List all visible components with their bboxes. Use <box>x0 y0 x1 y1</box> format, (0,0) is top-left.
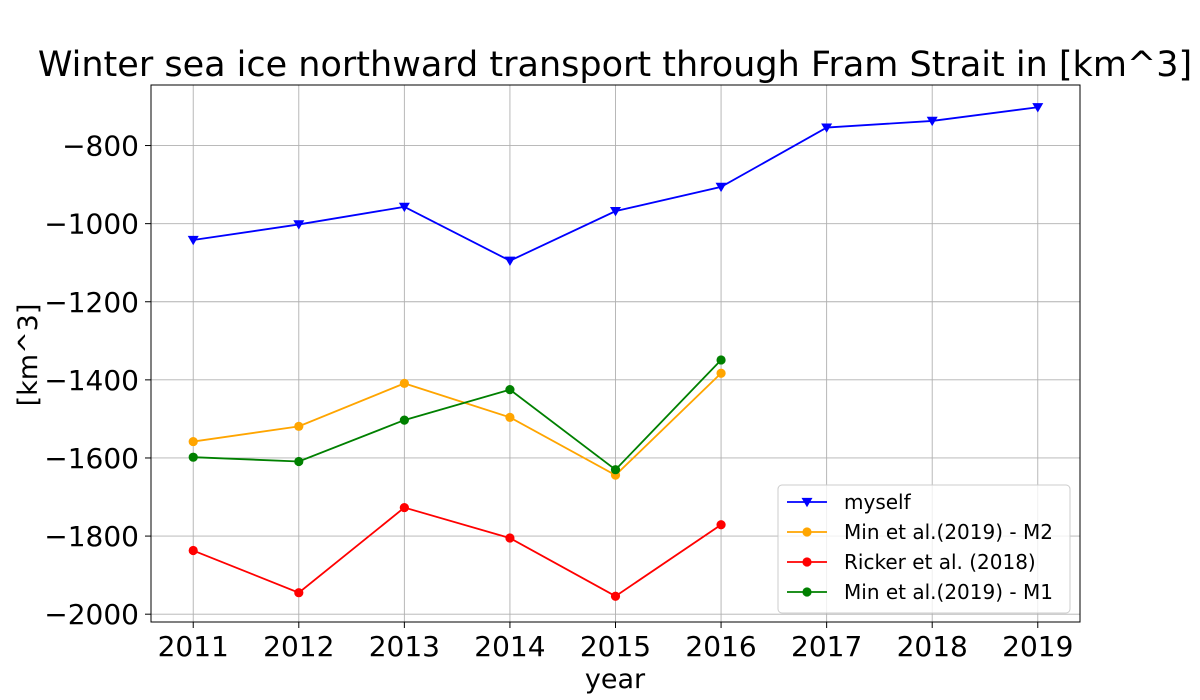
data-point <box>610 207 621 217</box>
data-point <box>505 385 515 395</box>
chart-title: Winter sea ice northward transport throu… <box>38 45 1192 85</box>
data-point <box>398 202 410 213</box>
legend-swatch-marker <box>802 587 812 597</box>
y-tick-label: −800 <box>62 130 139 163</box>
x-tick-label: 2012 <box>263 630 334 663</box>
data-point <box>610 591 621 601</box>
data-point <box>399 378 409 388</box>
x-tick-label: 2014 <box>474 630 545 663</box>
data-point <box>610 465 621 475</box>
data-point <box>716 520 726 530</box>
legend-items: myself Min et al.(2019) - M2 Ricker et al.… <box>787 490 1053 604</box>
legend-label: Min et al.(2019) - M1 <box>844 580 1053 604</box>
data-point <box>187 235 199 246</box>
data-point <box>716 355 726 365</box>
series-ricker-et-al-2018 <box>188 502 726 601</box>
y-tick-label: −2000 <box>44 598 139 631</box>
legend-entry: Min et al.(2019) - M1 <box>787 580 1053 604</box>
data-point <box>399 502 409 513</box>
legend-entry: Min et al.(2019) - M2 <box>787 520 1053 544</box>
series-myself <box>187 103 1044 266</box>
data-point <box>504 256 516 266</box>
legend: myself Min et al.(2019) - M2 Ricker et al.… <box>777 484 1071 614</box>
series-line <box>192 506 722 598</box>
y-axis-ticks: −2000 −1800 −1600 −1400 −1200 −1000 −800 <box>44 130 151 631</box>
x-axis-ticks: 2011 2012 2013 2014 2015 2016 2017 2018 2019 <box>158 622 1073 663</box>
x-tick-label: 2015 <box>580 630 651 663</box>
data-point <box>294 456 304 467</box>
x-tick-label: 2013 <box>369 630 440 663</box>
x-tick-label: 2019 <box>1002 630 1073 663</box>
series-line <box>193 359 722 471</box>
data-point <box>399 415 409 425</box>
series-min-et-al-2019-m2 <box>188 368 726 480</box>
data-series <box>187 103 1044 601</box>
x-axis-label: year <box>585 664 646 695</box>
legend-swatch-marker <box>801 497 813 508</box>
x-tick-label: 2018 <box>897 630 968 663</box>
legend-swatch-marker <box>802 527 812 537</box>
y-axis-label: [km^3] <box>13 304 44 407</box>
data-point <box>1032 103 1044 113</box>
legend-label: myself <box>844 490 912 514</box>
data-point <box>293 220 305 230</box>
data-point <box>188 452 198 462</box>
y-tick-label: −1200 <box>44 286 139 319</box>
data-point <box>294 588 304 598</box>
data-point <box>505 533 515 543</box>
y-tick-label: −1600 <box>44 442 139 475</box>
y-tick-label: −1000 <box>44 208 139 241</box>
y-tick-label: −1800 <box>44 520 139 553</box>
x-tick-label: 2017 <box>791 630 862 663</box>
legend-entry: myself <box>787 490 912 514</box>
series-min-et-al-2019-m1 <box>188 355 726 475</box>
series-line <box>193 372 722 477</box>
data-point <box>294 421 304 431</box>
legend-swatch-marker <box>802 557 812 567</box>
data-point <box>188 436 198 447</box>
x-tick-label: 2011 <box>158 630 229 663</box>
data-point <box>821 123 833 133</box>
data-point <box>926 116 938 127</box>
data-point <box>188 545 198 556</box>
legend-label: Min et al.(2019) - M2 <box>844 520 1053 544</box>
legend-label: Ricker et al. (2018) <box>844 550 1036 574</box>
y-tick-label: −1400 <box>44 364 139 397</box>
legend-box <box>777 484 1071 614</box>
legend-entry: Ricker et al. (2018) <box>787 550 1036 574</box>
data-point <box>505 412 515 422</box>
data-point <box>716 368 726 378</box>
x-tick-label: 2016 <box>685 630 756 663</box>
data-point <box>715 182 727 193</box>
